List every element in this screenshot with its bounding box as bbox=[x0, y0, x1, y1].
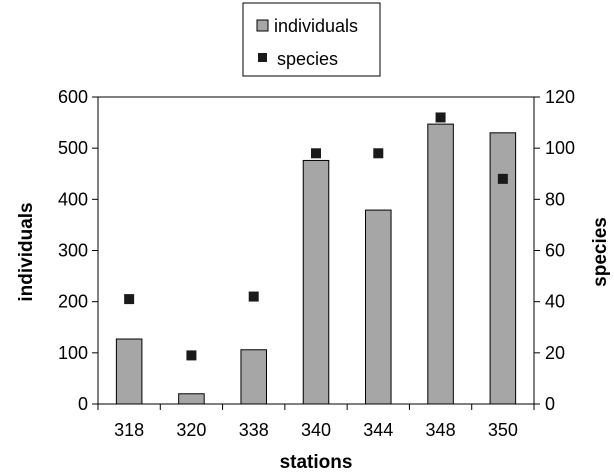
x-tick-label: 338 bbox=[239, 420, 269, 440]
point-species-350 bbox=[497, 173, 508, 184]
right-axis-ticks: 0 20 40 60 80 100 120 bbox=[534, 87, 575, 414]
bar-individuals-350 bbox=[489, 132, 517, 405]
x-tick-label: 320 bbox=[176, 420, 206, 440]
y-axis-title: individuals bbox=[16, 202, 37, 301]
y2-axis-title: species bbox=[590, 217, 611, 287]
point-species-348 bbox=[435, 112, 446, 123]
point-species-318 bbox=[124, 294, 135, 305]
bar-individuals-348 bbox=[427, 123, 454, 405]
right-tick-label: 60 bbox=[545, 241, 565, 261]
x-axis-title: stations bbox=[280, 452, 353, 472]
left-tick-label: 100 bbox=[58, 343, 88, 363]
x-tick-label: 344 bbox=[363, 420, 393, 440]
legend: individuals species bbox=[242, 2, 381, 77]
x-tick-label: 350 bbox=[488, 420, 518, 440]
right-tick-label: 40 bbox=[545, 292, 565, 312]
point-species-340 bbox=[311, 148, 321, 159]
left-tick-label: 400 bbox=[58, 189, 88, 209]
right-tick-label: 80 bbox=[545, 189, 565, 209]
left-tick-label: 0 bbox=[78, 394, 88, 414]
bar-individuals-338 bbox=[240, 349, 267, 405]
bar-individuals-344 bbox=[365, 209, 392, 405]
x-tick-label: 318 bbox=[114, 420, 144, 440]
legend-swatch-individuals bbox=[256, 19, 269, 32]
legend-label-individuals: individuals bbox=[274, 16, 358, 36]
left-tick-label: 200 bbox=[58, 292, 88, 312]
x-axis-ticks: 318 320 338 340 344 348 350 bbox=[97, 404, 535, 440]
right-tick-label: 0 bbox=[545, 394, 555, 414]
bar-individuals-318 bbox=[115, 338, 143, 405]
point-species-320 bbox=[186, 350, 197, 361]
plot-area bbox=[97, 96, 535, 405]
right-tick-label: 100 bbox=[545, 138, 575, 158]
left-tick-label: 600 bbox=[58, 87, 88, 107]
point-species-338 bbox=[248, 291, 259, 302]
left-tick-label: 300 bbox=[58, 241, 88, 261]
bar-individuals-320 bbox=[178, 393, 205, 405]
x-tick-label: 348 bbox=[426, 420, 456, 440]
right-tick-label: 120 bbox=[545, 87, 575, 107]
left-axis-ticks: 0 100 200 300 400 500 600 bbox=[58, 87, 98, 414]
legend-label-species: species bbox=[277, 49, 338, 69]
legend-box bbox=[242, 2, 381, 77]
left-tick-label: 500 bbox=[58, 138, 88, 158]
right-tick-label: 20 bbox=[545, 343, 565, 363]
x-tick-label: 340 bbox=[301, 420, 331, 440]
legend-marker-species bbox=[258, 53, 267, 62]
bar-individuals-340 bbox=[302, 159, 330, 405]
point-species-344 bbox=[373, 148, 384, 159]
